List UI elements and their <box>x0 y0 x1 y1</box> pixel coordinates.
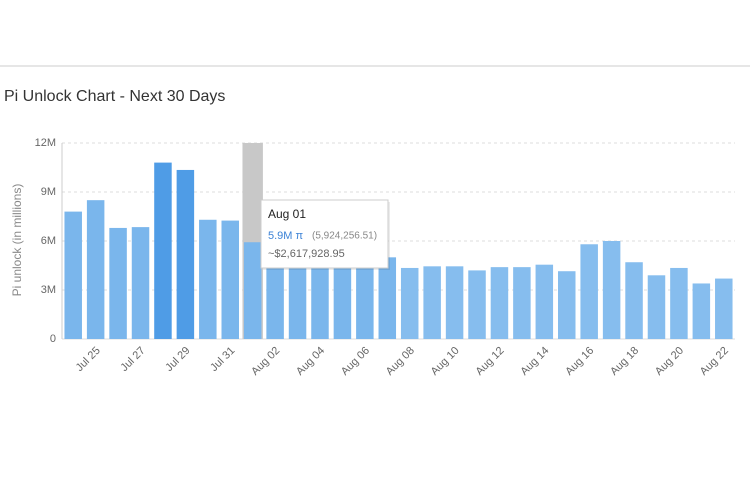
x-tick-label: Aug 12 <box>473 345 506 378</box>
bar <box>131 227 150 339</box>
bar <box>266 265 284 339</box>
bar <box>445 266 464 339</box>
bar <box>333 264 352 339</box>
x-tick-label: Aug 08 <box>384 345 417 378</box>
bar <box>580 244 598 339</box>
bar <box>288 265 307 339</box>
bar <box>86 200 105 339</box>
x-tick-label: Aug 02 <box>249 345 282 378</box>
tooltip-value: 5.9M π <box>268 230 304 242</box>
tooltip <box>260 199 389 269</box>
bar <box>490 267 509 339</box>
bar <box>109 227 127 339</box>
y-tick-label: 12M <box>35 137 56 149</box>
bar <box>715 278 733 339</box>
bar <box>400 267 419 339</box>
tooltip-title: Aug 01 <box>268 207 306 221</box>
bar <box>602 241 621 339</box>
bar <box>647 275 666 339</box>
x-tick-label: Jul 31 <box>208 345 237 374</box>
bar <box>199 219 217 339</box>
x-tick-label: Aug 14 <box>518 345 551 378</box>
bar <box>64 211 82 339</box>
bar <box>243 242 262 339</box>
bar <box>154 162 172 339</box>
x-tick-label: Jul 27 <box>118 345 147 374</box>
bar <box>423 266 441 339</box>
x-tick-label: Aug 18 <box>608 345 641 378</box>
bar <box>176 169 195 339</box>
bar <box>468 270 486 339</box>
x-tick-label: Aug 16 <box>563 345 596 378</box>
y-axis-label: Pi unlock (in millions) <box>10 184 24 297</box>
bar <box>558 271 576 339</box>
x-tick-label: Jul 29 <box>163 345 192 374</box>
x-tick-label: Aug 22 <box>698 345 731 378</box>
bar <box>625 262 643 339</box>
bar <box>378 257 397 339</box>
x-tick-label: Aug 10 <box>429 345 462 378</box>
bar <box>513 267 531 339</box>
bar <box>356 264 374 339</box>
bar <box>692 283 711 339</box>
x-tick-label: Aug 20 <box>653 345 686 378</box>
x-tick-label: Aug 06 <box>339 345 372 378</box>
x-tick-label: Jul 25 <box>74 345 103 374</box>
y-tick-label: 9M <box>41 186 56 198</box>
y-tick-label: 0 <box>50 333 56 345</box>
y-tick-label: 6M <box>41 235 56 247</box>
tooltip-usd: ~$2,617,928.95 <box>268 248 345 260</box>
x-tick-label: Aug 04 <box>294 345 327 378</box>
tooltip-exact: (5,924,256.51) <box>312 231 377 242</box>
chart-title: Pi Unlock Chart - Next 30 Days <box>4 88 225 105</box>
bar <box>221 220 239 339</box>
bar <box>670 267 688 339</box>
y-tick-label: 3M <box>41 284 56 296</box>
bar <box>311 265 329 339</box>
bar <box>535 264 554 339</box>
